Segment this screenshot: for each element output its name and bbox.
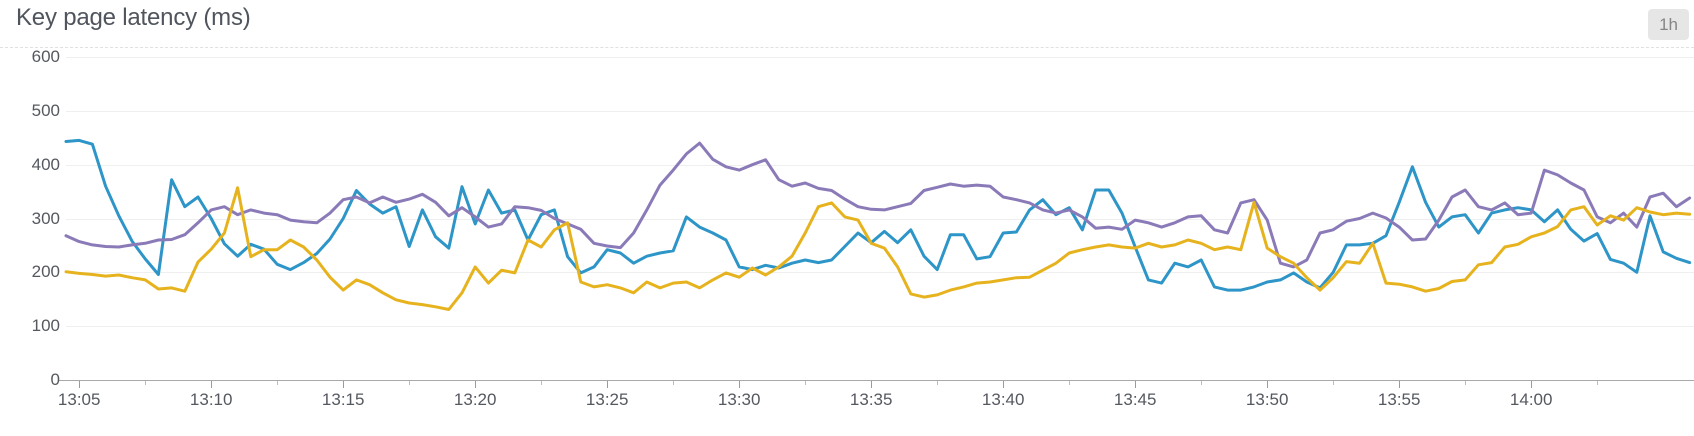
header-divider	[0, 47, 1694, 48]
y-axis-label: 500	[31, 100, 60, 120]
x-axis-label: 13:05	[57, 390, 101, 409]
time-range-badge[interactable]: 1h	[1648, 9, 1689, 40]
x-axis-label: 13:25	[585, 390, 629, 409]
y-axis-label: 100	[31, 316, 60, 336]
x-axis-label: 13:45	[1113, 390, 1157, 409]
x-axis-label: 14:00	[1509, 390, 1553, 409]
x-axis-label: 13:50	[1245, 390, 1289, 409]
x-axis-label: 13:10	[189, 390, 233, 409]
series-purple-line	[64, 141, 1692, 269]
x-axis-label: 13:30	[717, 390, 761, 409]
y-axis-label: 400	[31, 154, 60, 174]
series-blue-line	[64, 138, 1692, 292]
y-axis-label: 300	[31, 208, 60, 228]
y-axis-label: 200	[31, 262, 60, 282]
x-axis-label: 13:20	[453, 390, 497, 409]
y-axis-label: 600	[31, 47, 60, 66]
chart-title: Key page latency (ms)	[16, 4, 251, 31]
x-axis-label: 13:15	[321, 390, 365, 409]
y-axis-label: 0	[50, 370, 60, 389]
series-gold-line	[64, 186, 1692, 311]
x-axis-label: 13:55	[1377, 390, 1421, 409]
x-axis-label: 13:40	[981, 390, 1025, 409]
x-axis-label: 13:35	[849, 390, 893, 409]
